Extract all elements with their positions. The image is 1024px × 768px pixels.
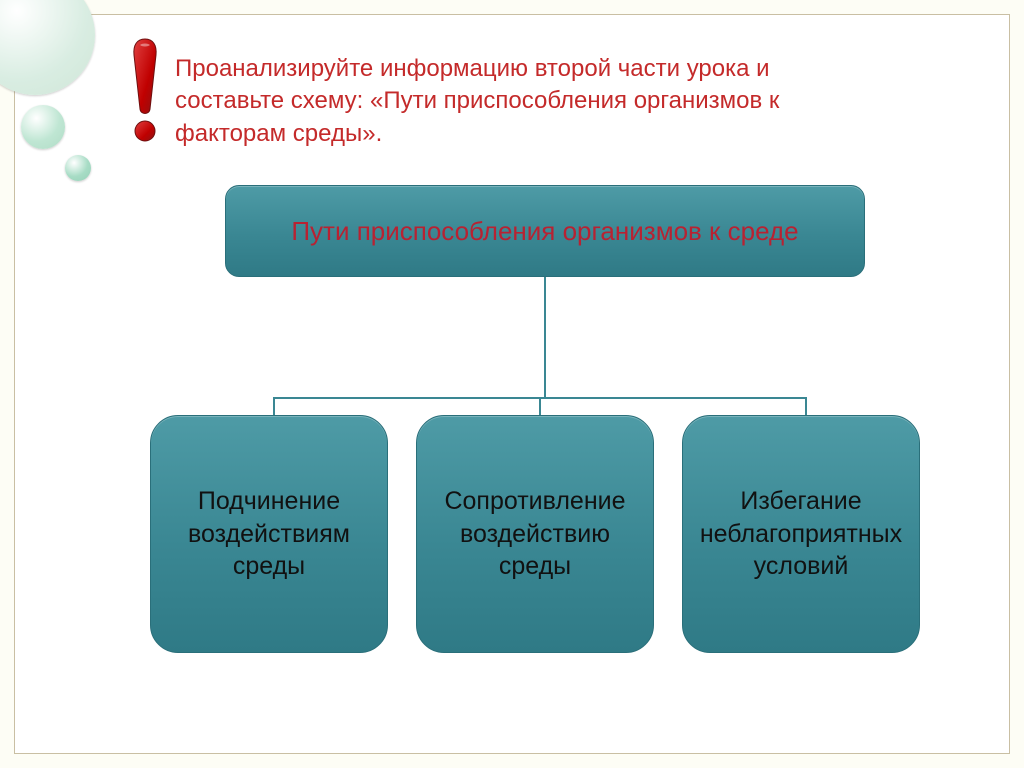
leaf-node-3-label: Избегание неблагоприятных условий [700,485,902,583]
root-node: Пути приспособления организмов к среде [225,185,865,277]
exclamation-icon [123,35,167,145]
leaf-node-2-label: Сопротивление воздействию среды [435,485,635,583]
connector-drop-2 [539,397,541,415]
slide-title: Проанализируйте информацию второй части … [175,53,875,150]
slide: Проанализируйте информацию второй части … [14,14,1010,754]
connector-trunk [544,277,546,397]
hierarchy-diagram: Пути приспособления организмов к среде П… [145,185,925,665]
bubble-decor-mid [21,105,65,149]
leaf-node-2: Сопротивление воздействию среды [416,415,654,653]
leaf-row: Подчинение воздействиям среды Сопротивле… [145,415,925,655]
root-node-label: Пути приспособления организмов к среде [291,216,798,247]
leaf-node-1-label: Подчинение воздействиям среды [169,485,369,583]
leaf-node-3: Избегание неблагоприятных условий [682,415,920,653]
connector-drop-1 [273,397,275,415]
bubble-decor-small [65,155,91,181]
leaf-node-1: Подчинение воздействиям среды [150,415,388,653]
bubble-decor-large [0,0,95,95]
connector-drop-3 [805,397,807,415]
